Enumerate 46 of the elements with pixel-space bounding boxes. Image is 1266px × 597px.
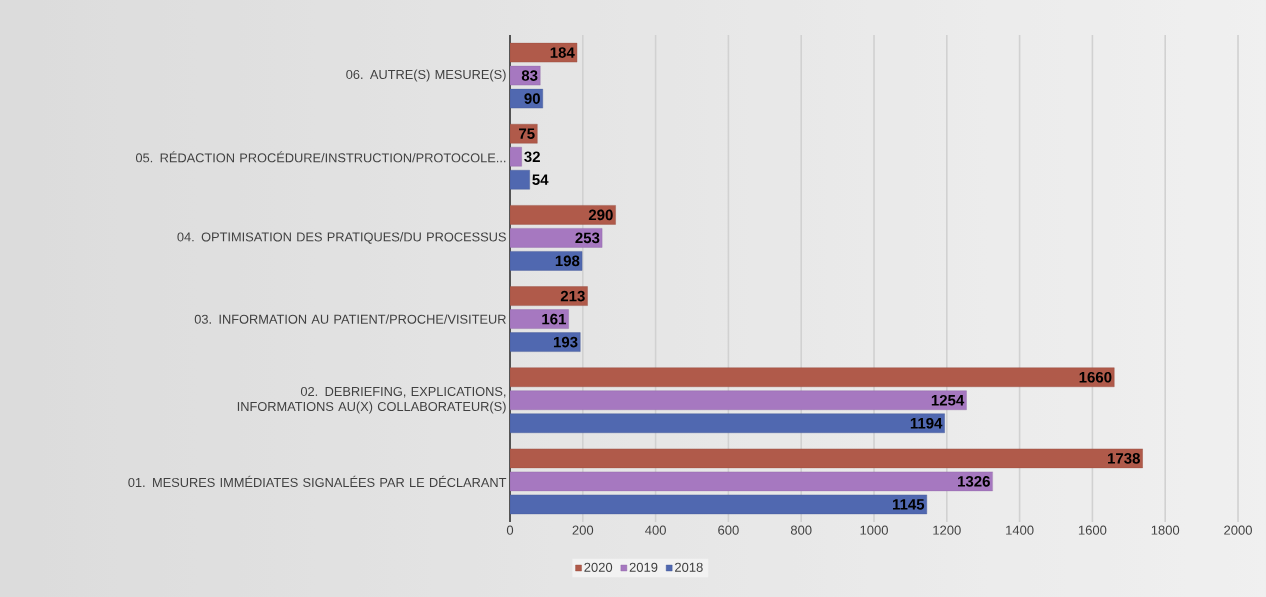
data-label: 1326 xyxy=(958,476,990,487)
x-tick-label: 0 xyxy=(506,525,514,535)
legend-label: 2018 xyxy=(675,562,703,572)
x-tick-label: 1200 xyxy=(933,525,961,535)
data-label: 213 xyxy=(560,290,585,302)
data-label: 1194 xyxy=(910,417,943,429)
y-tick-label: 01. MESURES IMMÉDIATES SIGNALÉES PAR LE DÉCLARANT xyxy=(128,475,507,488)
x-tick-label: 1800 xyxy=(1151,525,1180,535)
data-label: 253 xyxy=(575,232,600,244)
data-label: 90 xyxy=(524,93,540,104)
x-tick-label: 2000 xyxy=(1224,525,1252,535)
x-tick-label: 800 xyxy=(790,525,812,535)
data-label: 1660 xyxy=(1079,371,1112,383)
x-tick-label: 1600 xyxy=(1078,525,1107,535)
bar xyxy=(510,413,945,433)
data-label: 75 xyxy=(519,128,535,139)
data-label: 1738 xyxy=(1108,453,1140,464)
y-tick-label: 05. RÉDACTION PROCÉDURE/INSTRUCTION/PROTOCOLE... xyxy=(135,151,506,163)
bar xyxy=(510,205,616,225)
bar xyxy=(510,286,588,306)
data-label: 1145 xyxy=(892,499,925,510)
y-tick-label: 02. DEBRIEFING, EXPLICATIONS, INFORMATIONS AU(X) COLLABORATEUR(S) xyxy=(237,386,506,414)
data-label: 1254 xyxy=(931,394,965,406)
x-tick-label: 1000 xyxy=(860,525,888,535)
y-tick-label: 03. INFORMATION AU PATIENT/PROCHE/VISITEUR xyxy=(194,314,506,324)
y-tick-label: 06. AUTRE(S) MESURE(S) xyxy=(346,69,506,82)
data-label: 54 xyxy=(532,174,549,185)
x-tick-label: 400 xyxy=(645,525,666,535)
data-label: 184 xyxy=(550,47,575,58)
data-label: 290 xyxy=(588,209,613,221)
data-label: 83 xyxy=(521,70,538,81)
bar xyxy=(510,124,538,144)
data-label: 198 xyxy=(555,255,580,267)
data-label: 161 xyxy=(542,313,566,325)
bar xyxy=(510,42,578,63)
y-tick-label: 04. OPTIMISATION DES PRATIQUES/DU PROCESSUS xyxy=(177,232,506,244)
legend-label: 2020 xyxy=(584,562,613,572)
data-label: 193 xyxy=(553,336,578,348)
bar xyxy=(510,448,1143,469)
bar xyxy=(510,367,1115,387)
data-label: 32 xyxy=(524,151,540,163)
legend-label: 2019 xyxy=(629,562,658,572)
x-tick-label: 200 xyxy=(572,525,594,535)
bar xyxy=(510,390,967,410)
x-tick-label: 600 xyxy=(718,525,739,535)
x-tick-label: 1400 xyxy=(1006,525,1034,535)
